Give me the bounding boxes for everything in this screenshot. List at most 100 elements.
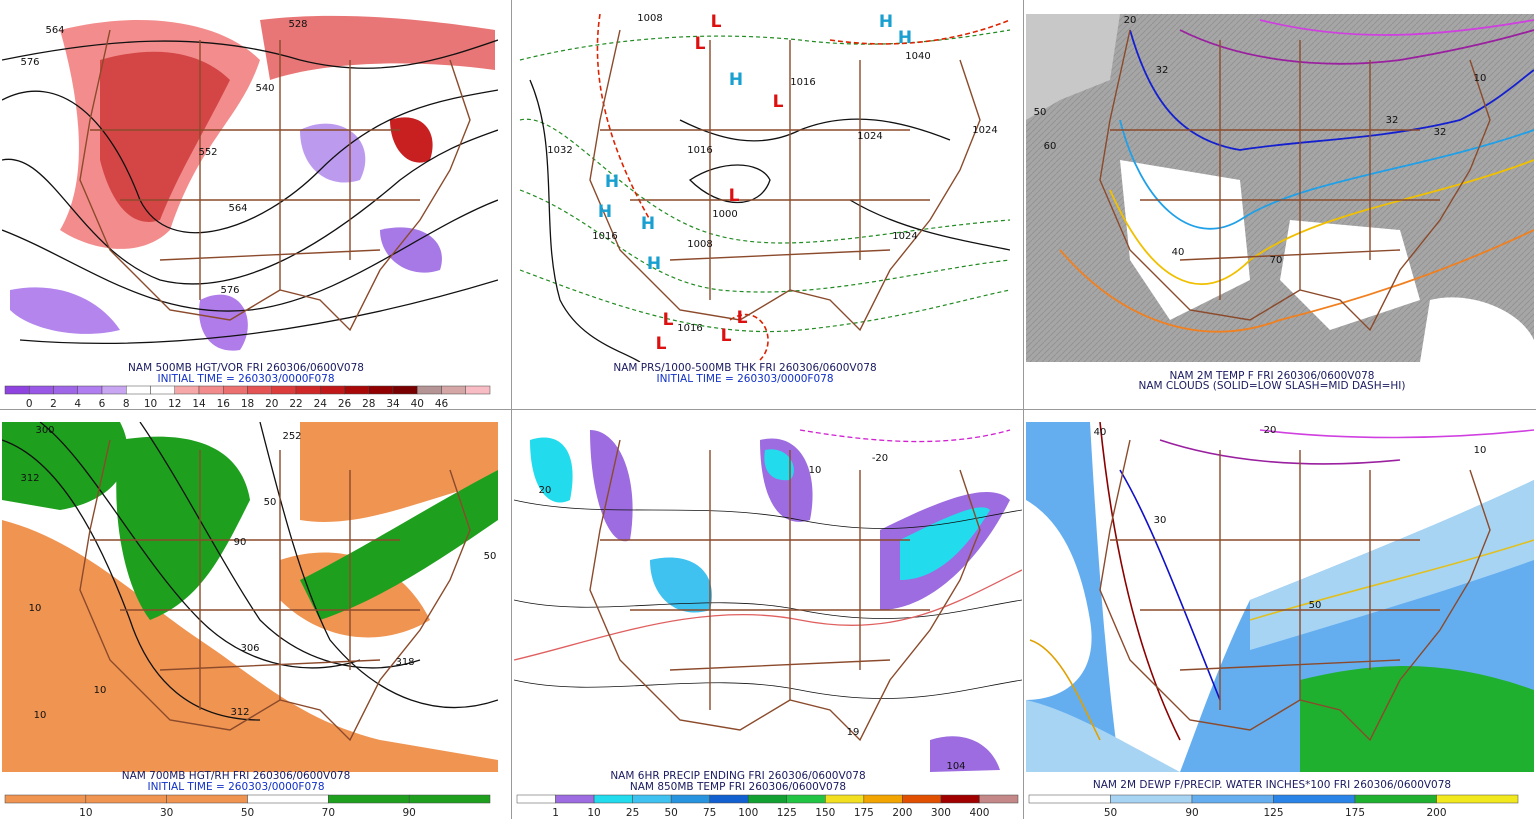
colorbar-swatch bbox=[247, 385, 272, 395]
colorbar-swatch bbox=[670, 794, 710, 804]
contour-label: 1016 bbox=[677, 323, 702, 334]
colorbar-label: 125 bbox=[777, 807, 797, 819]
contour-label: 20 bbox=[539, 485, 552, 496]
contour-label: 564 bbox=[228, 203, 247, 214]
high-marker: H bbox=[898, 28, 912, 48]
colorbar-swatch bbox=[166, 794, 248, 804]
colorbar-swatch bbox=[77, 385, 103, 395]
contour-label: 576 bbox=[220, 285, 239, 296]
caption: NAM 2M TEMP F FRI 260306/0600V078 bbox=[1169, 370, 1374, 382]
contour-label: 1032 bbox=[547, 145, 572, 156]
colorbar-label: 90 bbox=[1185, 807, 1198, 819]
contour-label: -20 bbox=[872, 453, 888, 464]
caption: NAM PRS/1000-500MB THK FRI 260306/0600V0… bbox=[613, 362, 876, 374]
colorbar-swatch bbox=[709, 794, 749, 804]
contour-label: 60 bbox=[1044, 141, 1057, 152]
contour-label: 552 bbox=[198, 147, 217, 158]
colorbar-label: 10 bbox=[79, 807, 92, 819]
colorbar-swatch bbox=[85, 794, 167, 804]
low-marker: L bbox=[773, 92, 784, 112]
colorbar-label: 16 bbox=[217, 398, 231, 410]
colorbar-label: 70 bbox=[322, 807, 335, 819]
colorbar-swatch bbox=[825, 794, 865, 804]
colorbar-label: 200 bbox=[892, 807, 912, 819]
colorbar-label: 1 bbox=[552, 807, 559, 819]
colorbar-swatch bbox=[786, 794, 826, 804]
colorbar-label: 26 bbox=[338, 398, 352, 410]
low-marker: L bbox=[711, 12, 722, 32]
colorbar-swatch bbox=[247, 794, 329, 804]
contour-label: 1000 bbox=[712, 209, 737, 220]
colorbar-label: 28 bbox=[362, 398, 375, 410]
colorbar-swatch bbox=[328, 794, 410, 804]
contour-label: 576 bbox=[20, 57, 39, 68]
colorbar-label: 2 bbox=[50, 398, 57, 410]
contour-label: 312 bbox=[230, 707, 249, 718]
caption: INITIAL TIME = 260303/0000F078 bbox=[656, 373, 833, 385]
temperature-map bbox=[1026, 14, 1534, 362]
colorbar-label: 0 bbox=[26, 398, 33, 410]
contour-label: 10 bbox=[94, 685, 107, 696]
colorbar-swatch bbox=[223, 385, 248, 395]
colorbar-label: 22 bbox=[289, 398, 302, 410]
contour-label: 318 bbox=[395, 657, 414, 668]
colorbar-label: 175 bbox=[1345, 807, 1365, 819]
colorbar-label: 4 bbox=[74, 398, 81, 410]
contour-label: 1040 bbox=[905, 51, 930, 62]
colorbar-label: 34 bbox=[386, 398, 400, 410]
rh-map bbox=[2, 422, 498, 772]
colorbar-swatch bbox=[1110, 794, 1193, 804]
contour-label: 10 bbox=[809, 465, 822, 476]
colorbar-swatch bbox=[417, 385, 442, 395]
contour-label: 1024 bbox=[972, 125, 997, 136]
caption: INITIAL TIME = 260303/0000F078 bbox=[147, 781, 324, 793]
colorbar-label: 125 bbox=[1263, 807, 1283, 819]
contour-label: 32 bbox=[1386, 115, 1399, 126]
colorbar-swatch bbox=[902, 794, 942, 804]
colorbar-swatch bbox=[747, 794, 788, 804]
colorbar-label: 10 bbox=[587, 807, 600, 819]
contour-label: 306 bbox=[240, 643, 259, 654]
high-marker: H bbox=[605, 172, 619, 192]
vorticity-map bbox=[2, 14, 498, 362]
colorbar-swatch bbox=[174, 385, 200, 395]
contour-label: 32 bbox=[1156, 65, 1169, 76]
caption: INITIAL TIME = 260303/0000F078 bbox=[157, 373, 334, 385]
colorbar-label: 14 bbox=[192, 398, 206, 410]
low-marker: L bbox=[721, 326, 732, 346]
colorbar-swatch bbox=[320, 385, 345, 395]
caption: NAM 700MB HGT/RH FRI 260306/0600V078 bbox=[122, 770, 351, 782]
contour-label: 1024 bbox=[892, 231, 917, 242]
contour-label: 104 bbox=[946, 761, 965, 772]
colorbar-swatch bbox=[126, 385, 151, 395]
colorbar-swatch bbox=[1191, 794, 1274, 804]
contour-label: 1008 bbox=[637, 13, 662, 24]
low-marker: L bbox=[729, 186, 740, 206]
colorbar-swatch bbox=[979, 794, 1019, 804]
dewpoint-map bbox=[1026, 422, 1534, 772]
colorbar-label: 24 bbox=[314, 398, 328, 410]
low-marker: L bbox=[695, 34, 706, 54]
colorbar-swatch bbox=[516, 794, 556, 804]
colorbar-label: 50 bbox=[241, 807, 254, 819]
colorbar-label: 10 bbox=[144, 398, 157, 410]
colorbar-swatch bbox=[29, 385, 54, 395]
contour-label: 1008 bbox=[687, 239, 712, 250]
colorbar-swatch bbox=[1354, 794, 1437, 804]
contour-label: 10 bbox=[29, 603, 42, 614]
colorbar-label: 175 bbox=[854, 807, 874, 819]
caption: NAM CLOUDS (SOLID=LOW SLASH=MID DASH=HI) bbox=[1138, 380, 1405, 392]
contour-label: 10 bbox=[1474, 445, 1487, 456]
colorbar-swatch bbox=[198, 385, 224, 395]
contour-label: 540 bbox=[255, 83, 274, 94]
contour-label: 30 bbox=[1154, 515, 1167, 526]
contour-label: 50 bbox=[264, 497, 277, 508]
contour-label: 50 bbox=[1309, 600, 1322, 611]
contour-label: 20 bbox=[1124, 15, 1137, 26]
contour-label: 40 bbox=[1172, 247, 1185, 258]
contour-label: 70 bbox=[1270, 255, 1283, 266]
colorbar-label: 400 bbox=[969, 807, 989, 819]
colorbar-label: 100 bbox=[738, 807, 758, 819]
